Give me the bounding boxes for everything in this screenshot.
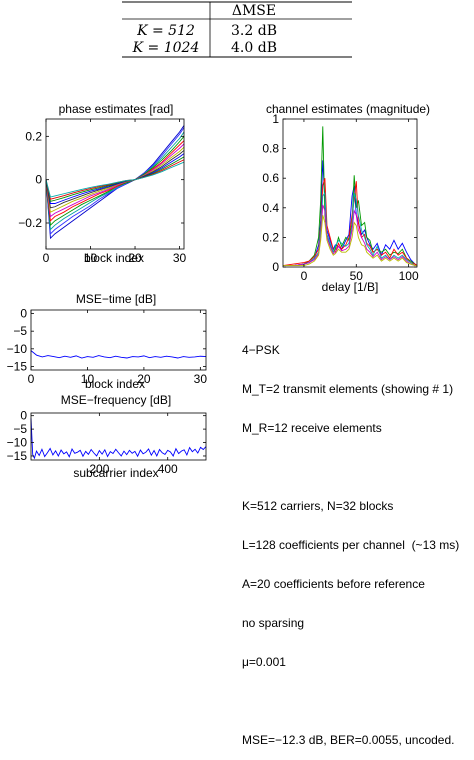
plot-frame: [45, 118, 185, 250]
y-tick-label: 1: [272, 112, 279, 126]
x-tick-label: 100: [399, 269, 419, 283]
channel-chart-plot: 0 50 100 0 0.2 0.4 0.6 0.8 1: [262, 112, 419, 283]
series-line-6: [45, 143, 185, 218]
y-tick-label: −0.2: [18, 216, 42, 230]
series-line-10: [45, 156, 185, 202]
x-tick-label: 0: [28, 372, 35, 386]
plot-frame: [282, 118, 418, 268]
channel-chart-xlabel: delay [1/B]: [322, 280, 379, 294]
info-spacer: [242, 461, 459, 474]
y-tick-label: 0: [20, 307, 27, 321]
table-row-1-label: K = 512: [136, 23, 195, 39]
info-before-reference: A=20 coefficients before reference: [242, 577, 425, 591]
x-tick-label: 400: [158, 462, 178, 476]
figure-canvas: ΔMSE K = 512 3.2 dB K = 1024 4.0 dB phas…: [7, 1, 430, 480]
channel-chart-title: channel estimates (magnitude): [266, 102, 430, 116]
phase-chart-title: phase estimates [rad]: [59, 102, 174, 116]
y-tick-label: −5: [13, 422, 27, 436]
y-tick-label: −15: [7, 449, 28, 463]
y-tick-label: 0: [35, 173, 42, 187]
table-row-2-label: K = 1024: [132, 40, 200, 56]
mse-frequency-plot: 200 400 −15−10−50: [7, 409, 207, 476]
phase-chart-plot: 0 10 20 30 −0.2 0 0.2: [18, 118, 187, 265]
info-sparsing: no sparsing: [242, 616, 305, 630]
series-line-9: [45, 153, 185, 204]
series-line-1: [45, 125, 185, 240]
phase-estimates-chart: phase estimates [rad] 0 10 20 30 −0.2 0 0.2 bl…: [18, 102, 186, 265]
series-line-12: [45, 161, 185, 198]
plot-frame: [30, 309, 207, 371]
table-header-delta-mse: ΔMSE: [232, 3, 276, 19]
info-tx-elements: M_T=2 transmit elements (showing # 1): [242, 382, 454, 396]
y-tick-label: −10: [7, 436, 28, 450]
series-line-5: [45, 140, 185, 222]
y-tick-label: −10: [7, 342, 28, 356]
info-carriers: K=512 carriers, N=32 blocks: [242, 499, 394, 513]
y-tick-label: 0.8: [262, 142, 279, 156]
series-line-8: [45, 150, 185, 209]
channel-estimates-chart: channel estimates (magnitude) 0 50 100 0 0.2…: [262, 102, 430, 294]
mse-time-xlabel: block index: [85, 377, 145, 391]
x-tick-label: 20: [128, 251, 142, 265]
mse-time-chart: MSE−time [dB] 0 10 20 30 −15 −10 −5 0 block ind…: [7, 292, 208, 391]
y-tick-label: 0: [20, 409, 27, 423]
series-line-6: [283, 215, 417, 266]
series-line-2: [45, 127, 185, 235]
info-spacer-2: [242, 695, 459, 708]
table-row-2-value: 4.0 dB: [231, 40, 277, 56]
series-line-4: [283, 191, 417, 266]
info-rx-elements: M_R=12 receive elements: [242, 421, 382, 435]
info-mu: μ=0.001: [242, 655, 286, 669]
x-tick-label: 20: [137, 372, 151, 386]
x-tick-label: 30: [194, 372, 208, 386]
mse-time-plot: 0 10 20 30 −15 −10 −5 0: [7, 307, 208, 386]
mse-frequency-chart: MSE−frequency [dB] 200 400 −15−10−50 subca…: [7, 393, 207, 480]
table-row-1-value: 3.2 dB: [231, 23, 277, 39]
y-tick-label: 0.2: [262, 230, 279, 244]
x-tick-label: 10: [84, 251, 98, 265]
x-tick-label: 10: [81, 372, 95, 386]
mse-frequency-xlabel: subcarrier index: [73, 466, 158, 480]
y-tick-label: 0: [272, 260, 279, 274]
plot-frame: [30, 412, 207, 461]
series-line-1: [30, 350, 207, 359]
phase-chart-xlabel: block index: [84, 251, 144, 265]
x-tick-label: 50: [350, 269, 364, 283]
summary-table: ΔMSE K = 512 3.2 dB K = 1024 4.0 dB: [122, 1, 352, 58]
y-tick-label: −5: [13, 324, 27, 338]
series-line-3: [45, 131, 185, 231]
info-modulation: 4−PSK: [242, 343, 280, 357]
x-tick-label: 30: [173, 251, 187, 265]
info-result: MSE=−12.3 dB, BER=0.0055, uncoded.: [242, 733, 455, 747]
info-coefficients: L=128 coefficients per channel (~13 ms): [242, 538, 460, 552]
series-line-7: [45, 146, 185, 213]
y-tick-label: −15: [7, 359, 28, 373]
mse-frequency-title: MSE−frequency [dB]: [61, 393, 171, 407]
x-tick-label: 0: [43, 251, 50, 265]
y-tick-label: 0.4: [262, 201, 279, 215]
series-line-1: [30, 418, 207, 460]
x-tick-label: 200: [89, 462, 109, 476]
series-line-2: [283, 126, 418, 266]
y-tick-label: 0.2: [25, 129, 42, 143]
x-tick-label: 0: [301, 269, 308, 283]
series-line-1: [283, 160, 418, 266]
y-tick-label: 0.6: [262, 171, 279, 185]
series-line-4: [45, 136, 185, 227]
parameter-notes: 4−PSK M_T=2 transmit elements (showing #…: [242, 318, 459, 760]
mse-time-title: MSE−time [dB]: [76, 292, 156, 306]
